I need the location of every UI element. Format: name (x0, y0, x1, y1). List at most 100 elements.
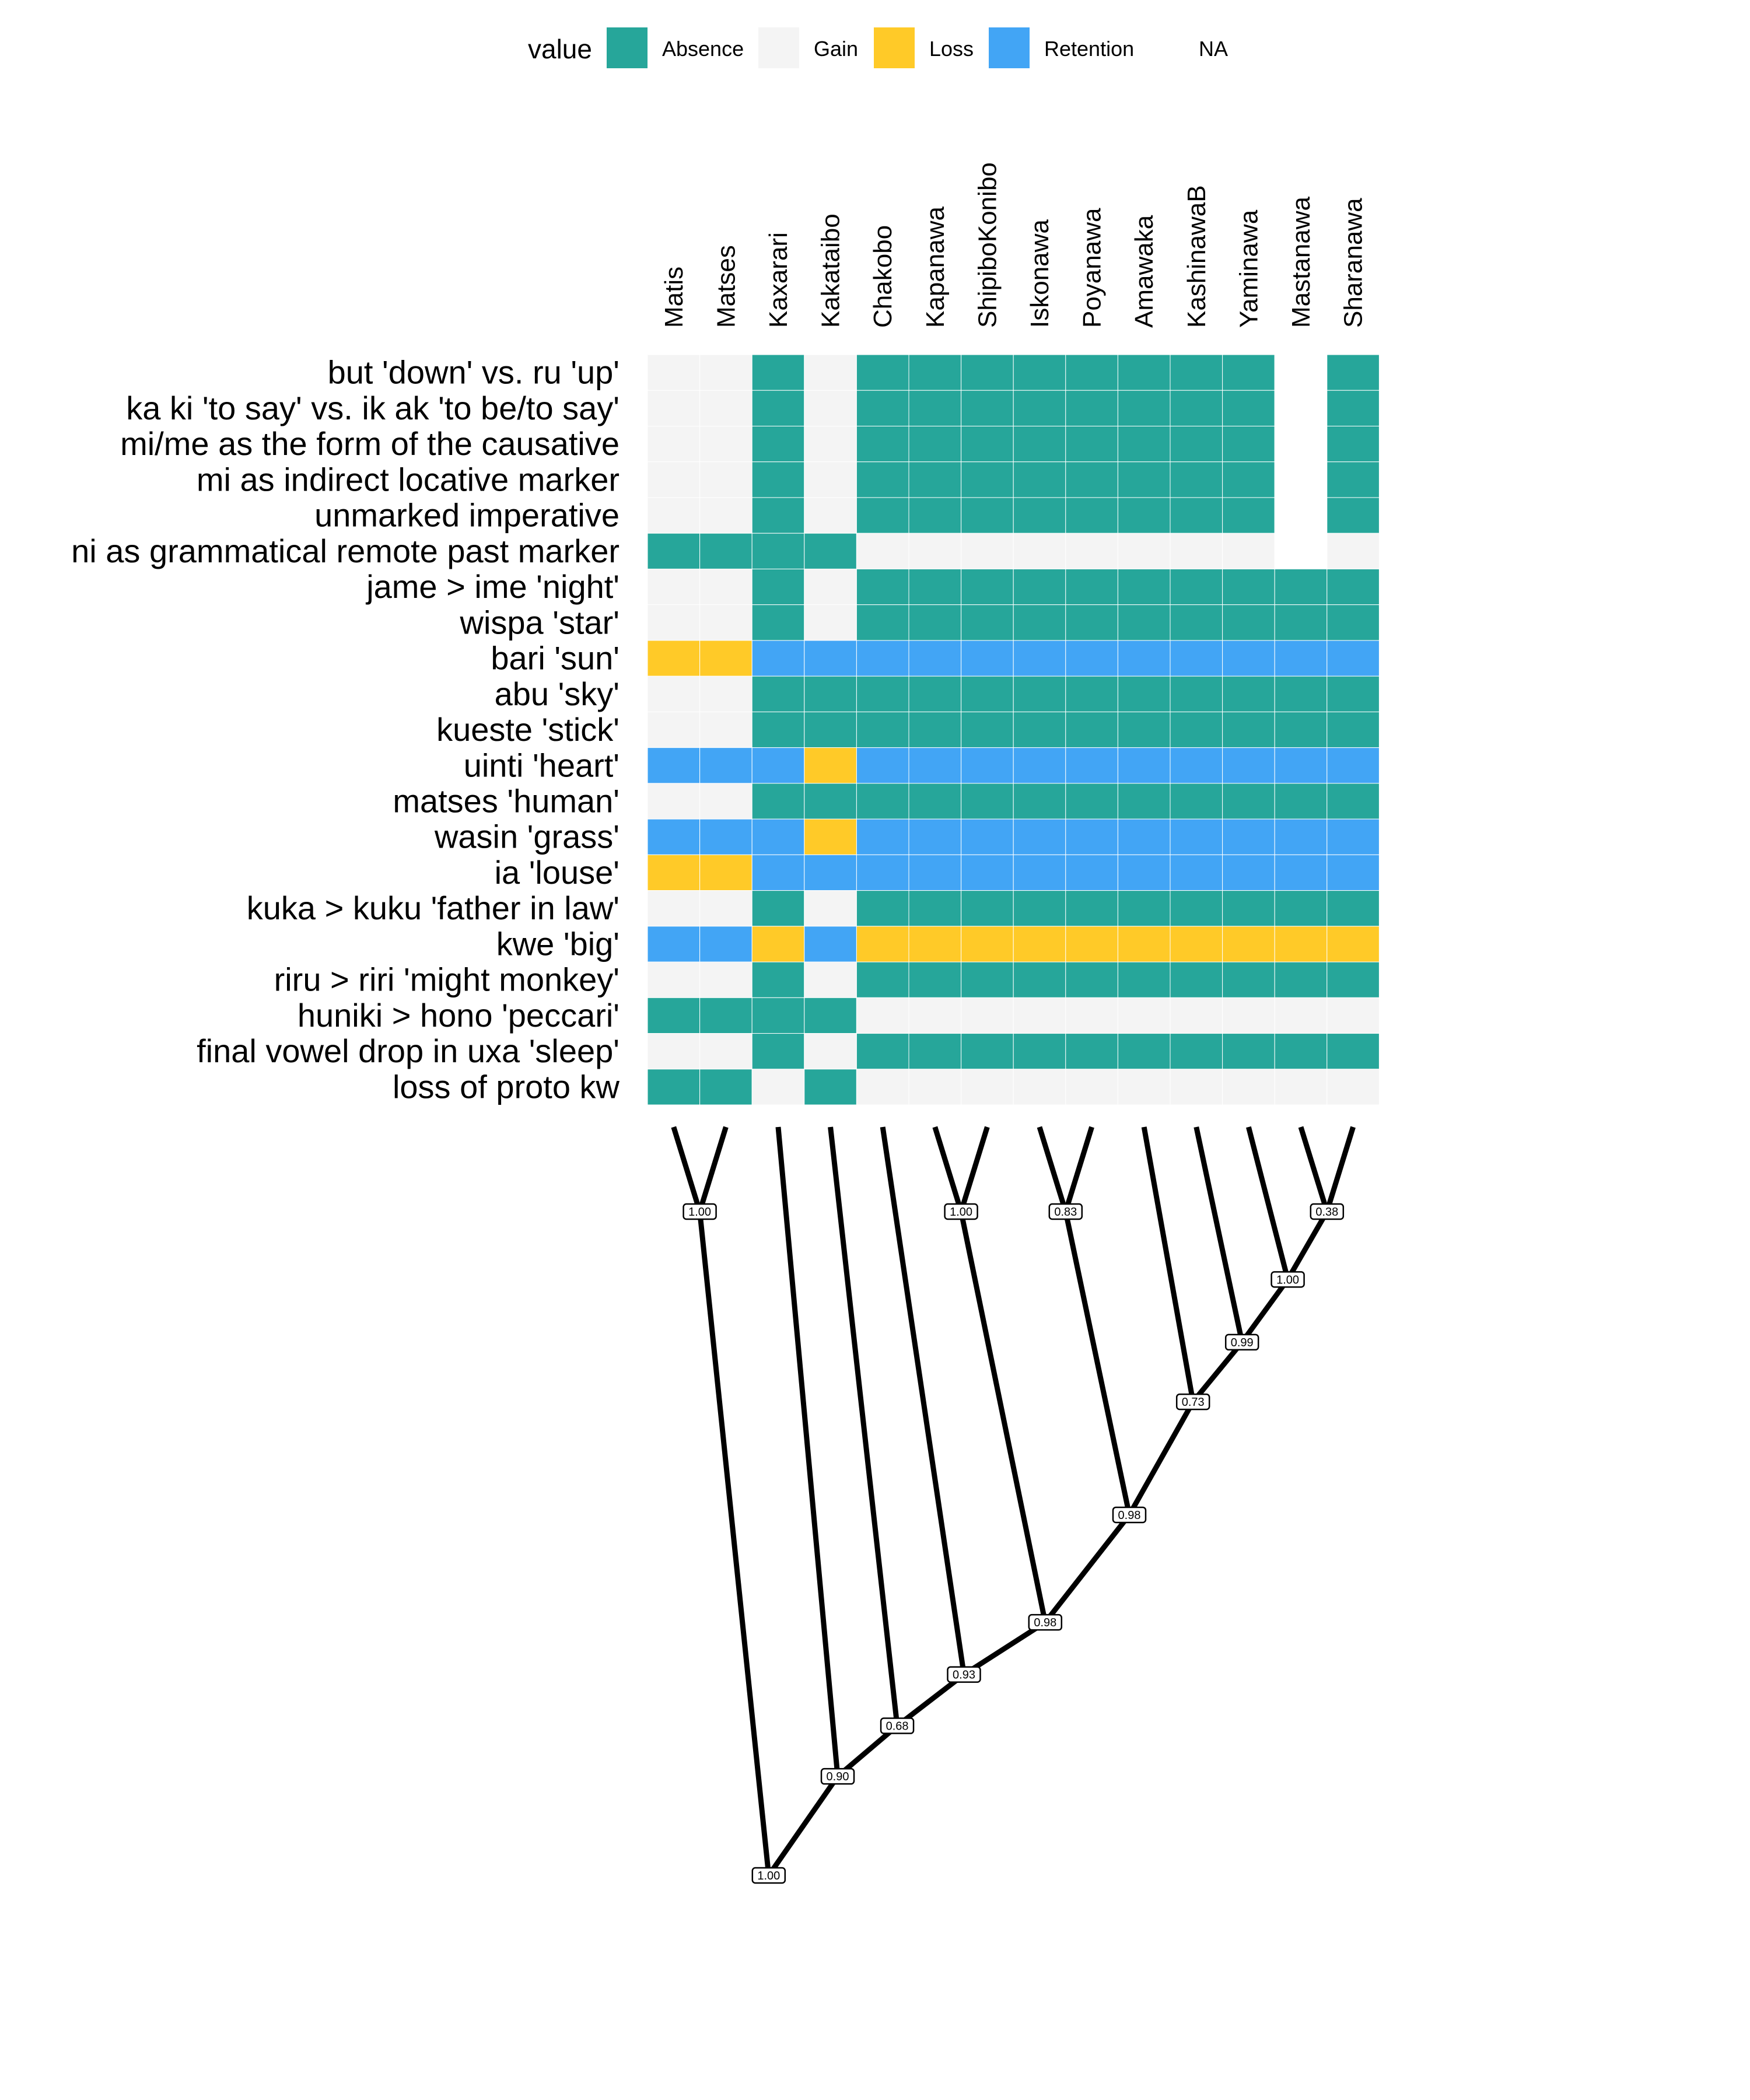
heatmap-cell (1222, 676, 1275, 712)
row-label: wasin 'grass' (434, 818, 620, 855)
heatmap-cell (804, 1069, 857, 1105)
legend-label-gain: Gain (814, 37, 858, 61)
row-label: matses 'human' (393, 783, 620, 820)
heatmap-cell (856, 604, 909, 641)
heatmap-cell (1274, 783, 1328, 820)
heatmap-cell (1274, 604, 1328, 641)
heatmap-cell (1065, 533, 1118, 569)
heatmap-cell (751, 390, 805, 426)
tree-branch (958, 1211, 1048, 1623)
heatmap-cell (1065, 818, 1118, 855)
heatmap-cell (699, 640, 752, 677)
heatmap-cell (961, 676, 1014, 712)
heatmap-cell (908, 961, 962, 998)
heatmap-cell (1117, 390, 1171, 426)
column-label: Matses (712, 245, 740, 328)
heatmap-cell (961, 711, 1014, 748)
heatmap-cell (1274, 818, 1328, 855)
heatmap-cell (1170, 425, 1223, 463)
tree-branch (1285, 1210, 1329, 1281)
heatmap-cell (1222, 390, 1275, 426)
heatmap-cell (1222, 568, 1275, 606)
node-support-label: 0.38 (1315, 1206, 1338, 1219)
heatmap-cell (908, 497, 962, 534)
heatmap-cell (647, 354, 701, 391)
heatmap-cell (961, 604, 1014, 641)
legend-label-retention: Retention (1044, 37, 1134, 61)
heatmap-cell (1170, 568, 1223, 606)
node-support-box (682, 1203, 717, 1220)
heatmap-cell (961, 818, 1014, 855)
node-support-label: 0.99 (1231, 1336, 1254, 1349)
heatmap-cell (908, 747, 962, 784)
heatmap-cell (1065, 1069, 1118, 1105)
column-label: Kakataibo (817, 214, 845, 328)
heatmap-cell (961, 854, 1014, 891)
heatmap-cell (1013, 783, 1066, 820)
heatmap-cell (961, 1033, 1014, 1070)
legend-key-gain (758, 27, 799, 68)
heatmap-cell (1326, 640, 1380, 677)
heatmap-cell (1326, 425, 1380, 463)
heatmap-cell (908, 354, 962, 391)
heatmap-cell (856, 1069, 909, 1105)
column-label: Mastanawa (1287, 196, 1315, 328)
heatmap-cell (1222, 640, 1275, 677)
heatmap-cell (1274, 425, 1328, 463)
heatmap-cell (804, 926, 857, 963)
heatmap-cell (647, 854, 701, 891)
row-label: abu 'sky' (495, 676, 620, 712)
row-label: uinti 'heart' (464, 747, 620, 783)
heatmap-cell (1326, 854, 1380, 891)
heatmap-cell (1222, 604, 1275, 641)
tree-branch (958, 1126, 990, 1213)
node-support-box (1112, 1506, 1147, 1524)
node-support-box (944, 1203, 978, 1220)
heatmap-cell (1326, 604, 1380, 641)
heatmap-cell (804, 890, 857, 927)
heatmap-cell (647, 604, 701, 641)
legend-label-loss: Loss (929, 37, 974, 61)
heatmap-cell (1065, 497, 1118, 534)
tree-branch (1063, 1126, 1094, 1213)
heatmap-cell (1326, 818, 1380, 855)
row-label: riru > riri 'might monkey' (274, 961, 620, 998)
heatmap-cell (1013, 425, 1066, 463)
tree-branch (963, 1620, 1047, 1677)
heatmap-cell (699, 354, 752, 391)
heatmap-cell (1170, 747, 1223, 784)
heatmap-cell (1170, 783, 1223, 820)
heatmap-cell (1274, 640, 1328, 677)
heatmap-cell (1065, 961, 1118, 998)
node-support-box (1310, 1203, 1345, 1220)
heatmap-cell (699, 533, 752, 569)
column-labels: Matis Matses Kaxarari Kakataibo Chakobo Kapan… (660, 162, 1368, 328)
heatmap-cell (1013, 604, 1066, 641)
heatmap-cell (1326, 747, 1380, 784)
heatmap-cell (1013, 961, 1066, 998)
heatmap-cell (1326, 1033, 1380, 1070)
heatmap-cell (1170, 854, 1223, 891)
heatmap-cell (908, 676, 962, 712)
heatmap-cell (1326, 926, 1380, 963)
heatmap-cell (699, 604, 752, 641)
heatmap-cell (856, 425, 909, 463)
heatmap-cell (908, 890, 962, 927)
column-label: Kaxarari (764, 232, 793, 328)
heatmap-cell (908, 997, 962, 1034)
heatmap-cell (856, 497, 909, 534)
heatmap-cell (647, 1033, 701, 1070)
heatmap-cell (961, 390, 1014, 426)
heatmap-cell (751, 425, 805, 463)
node-support-label: 0.68 (886, 1720, 909, 1733)
heatmap-cell (804, 425, 857, 463)
heatmap-cell (699, 926, 752, 963)
heatmap-cell (1117, 961, 1171, 998)
node-support-label: 1.00 (950, 1206, 972, 1219)
row-label: huniki > hono 'peccari' (298, 997, 620, 1034)
heatmap-cell (1326, 676, 1380, 712)
tree-branch (697, 1126, 729, 1213)
row-label: jame > ime 'night' (365, 568, 620, 605)
heatmap-cell (1274, 1069, 1328, 1105)
heatmap-cell (1274, 497, 1328, 534)
